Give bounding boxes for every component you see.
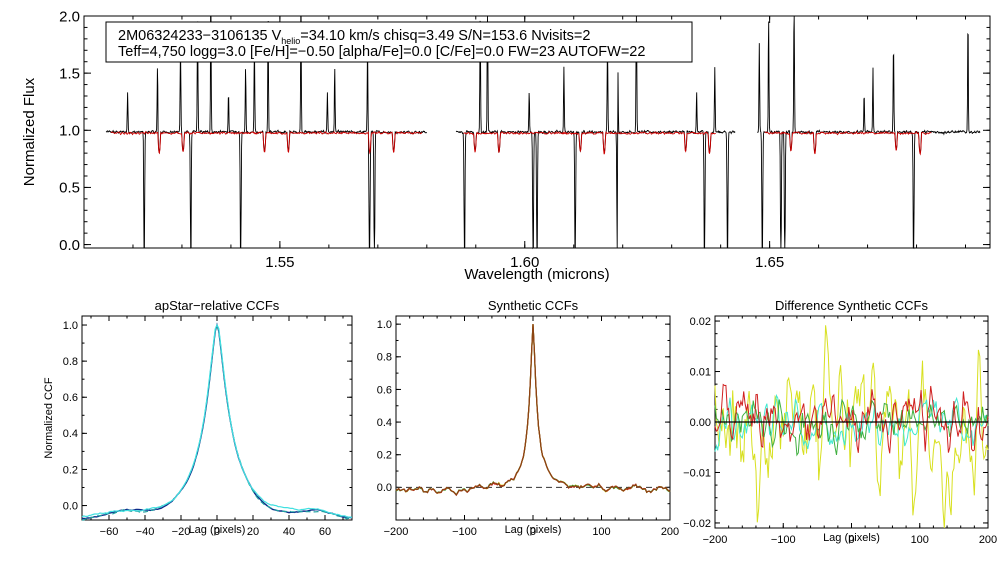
y-tick-label: 1.0 — [59, 123, 80, 140]
y-tick-label: 0.0 — [63, 500, 78, 512]
x-axis-label: Lag (pixels) — [189, 524, 246, 536]
x-tick-label: 0 — [530, 526, 536, 538]
x-tick-label: 1.60 — [510, 254, 539, 271]
y-tick-label: 2.0 — [59, 8, 80, 25]
x-tick-label: 0 — [848, 534, 854, 546]
ccf-series-line — [395, 324, 671, 497]
y-tick-label: 0.6 — [377, 384, 392, 396]
x-tick-label: 0 — [214, 526, 220, 538]
y-tick-label: 0.0 — [377, 482, 392, 494]
y-tick-label: −0.02 — [683, 518, 711, 530]
y-tick-label: 0.01 — [690, 366, 711, 378]
plot-frame — [81, 315, 353, 521]
y-tick-label: 0.4 — [63, 428, 78, 440]
difference-series-line — [714, 393, 989, 452]
annotation-line-2: Teff=4,750 logg=3.0 [Fe/H]=−0.50 [alpha/… — [118, 44, 645, 60]
model-spectrum-line — [764, 130, 932, 156]
difference-ccf-panel: −200 −100 0 100 200 −0.02 −0.01 0.00 0.01 0.02 Lag… — [683, 298, 997, 546]
observed-spectrum-line — [455, 15, 736, 250]
chart-title: Difference Synthetic CCFs — [775, 298, 928, 313]
difference-series-line — [714, 398, 989, 457]
annotation-line-1: 2M06324233−3106135 Vhelio=34.10 km/s chi… — [118, 28, 590, 46]
plot-frame — [395, 315, 671, 521]
ccf-series-line — [395, 324, 671, 496]
x-tick-label: 200 — [661, 526, 679, 538]
x-tick-label: 200 — [979, 534, 997, 546]
x-tick-label: −40 — [136, 526, 155, 538]
difference-series-line — [714, 383, 989, 454]
y-tick-label: 0.8 — [63, 356, 78, 368]
x-tick-label: −200 — [703, 534, 728, 546]
x-axis-label: Lag (pixels) — [505, 524, 562, 536]
y-tick-label: 0.4 — [377, 417, 392, 429]
x-axis-label: Wavelength (microns) — [464, 266, 609, 283]
spectrum-panel: 1.55 1.60 1.65 0.0 0.5 1.0 1.5 2.0 Wavelength (m… — [21, 8, 991, 283]
ccf-series-line — [395, 324, 671, 496]
x-tick-label: −100 — [452, 526, 477, 538]
x-axis-label: Lag (pixels) — [823, 532, 880, 544]
y-axis-label: Normalized Flux — [21, 77, 38, 186]
model-spectrum-line — [463, 131, 716, 155]
apstar-ccf-panel: −60 −40 −20 0 20 40 60 0.0 0.2 0.4 0.6 0.8 1.0 Lag (p… — [43, 298, 353, 538]
annotation-subscript: helio — [281, 36, 300, 46]
ccf-series-line — [81, 323, 353, 518]
x-tick-label: −200 — [384, 526, 409, 538]
difference-series-line — [714, 325, 989, 529]
annotation-star-id: 2M06324233−3106135 V — [118, 28, 282, 44]
x-tick-label: 60 — [319, 526, 331, 538]
x-tick-label: −60 — [100, 526, 119, 538]
y-tick-label: 0.8 — [377, 352, 392, 364]
annotation-params: =34.10 km/s chisq=3.49 S/N=153.6 Nvisits… — [300, 28, 590, 44]
annotation-frame — [105, 21, 693, 63]
x-tick-label: 100 — [592, 526, 610, 538]
synthetic-ccf-panel: −200 −100 0 100 200 0.0 0.2 0.4 0.6 0.8 1.0 Lag (pi… — [377, 298, 679, 538]
y-axis-label: Normalized CCF — [43, 377, 55, 459]
y-tick-label: 0.2 — [377, 450, 392, 462]
model-spectrum-line — [110, 130, 423, 155]
x-tick-label: −20 — [172, 526, 191, 538]
x-tick-label: 100 — [911, 534, 929, 546]
annotation-box: 2M06324233−3106135 Vhelio=34.10 km/s chi… — [105, 21, 693, 63]
y-tick-label: 1.5 — [59, 65, 80, 82]
y-tick-label: 1.0 — [377, 319, 392, 331]
x-tick-label: 1.55 — [265, 254, 294, 271]
y-tick-label: 0.6 — [63, 392, 78, 404]
y-tick-label: 0.00 — [690, 417, 711, 429]
y-tick-label: 0.0 — [59, 237, 80, 254]
ccf-series-line — [82, 322, 352, 521]
y-tick-label: 1.0 — [63, 320, 78, 332]
x-tick-label: 40 — [283, 526, 295, 538]
y-tick-label: 0.5 — [59, 180, 80, 197]
y-tick-label: 0.02 — [690, 316, 711, 328]
chart-title: apStar−relative CCFs — [155, 298, 280, 313]
x-tick-label: 20 — [247, 526, 259, 538]
ccf-series-line — [395, 324, 671, 496]
y-tick-label: 0.2 — [63, 464, 78, 476]
x-tick-label: 1.65 — [755, 254, 784, 271]
chart-title: Synthetic CCFs — [488, 298, 579, 313]
ccf-series-line — [81, 322, 353, 520]
x-tick-label: −100 — [771, 534, 796, 546]
y-tick-label: −0.01 — [683, 467, 711, 479]
observed-spectrum-line — [757, 15, 981, 250]
